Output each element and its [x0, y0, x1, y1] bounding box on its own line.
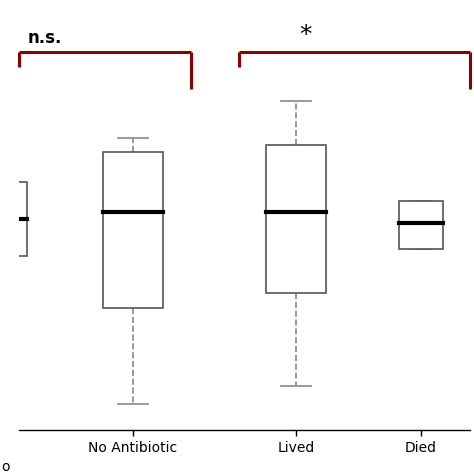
Text: n.s.: n.s.	[27, 29, 62, 47]
Bar	[0, 182, 27, 256]
Bar	[103, 152, 163, 308]
Text: *: *	[299, 23, 311, 47]
Bar	[399, 201, 443, 249]
Text: o: o	[1, 460, 9, 474]
Bar	[266, 145, 326, 293]
